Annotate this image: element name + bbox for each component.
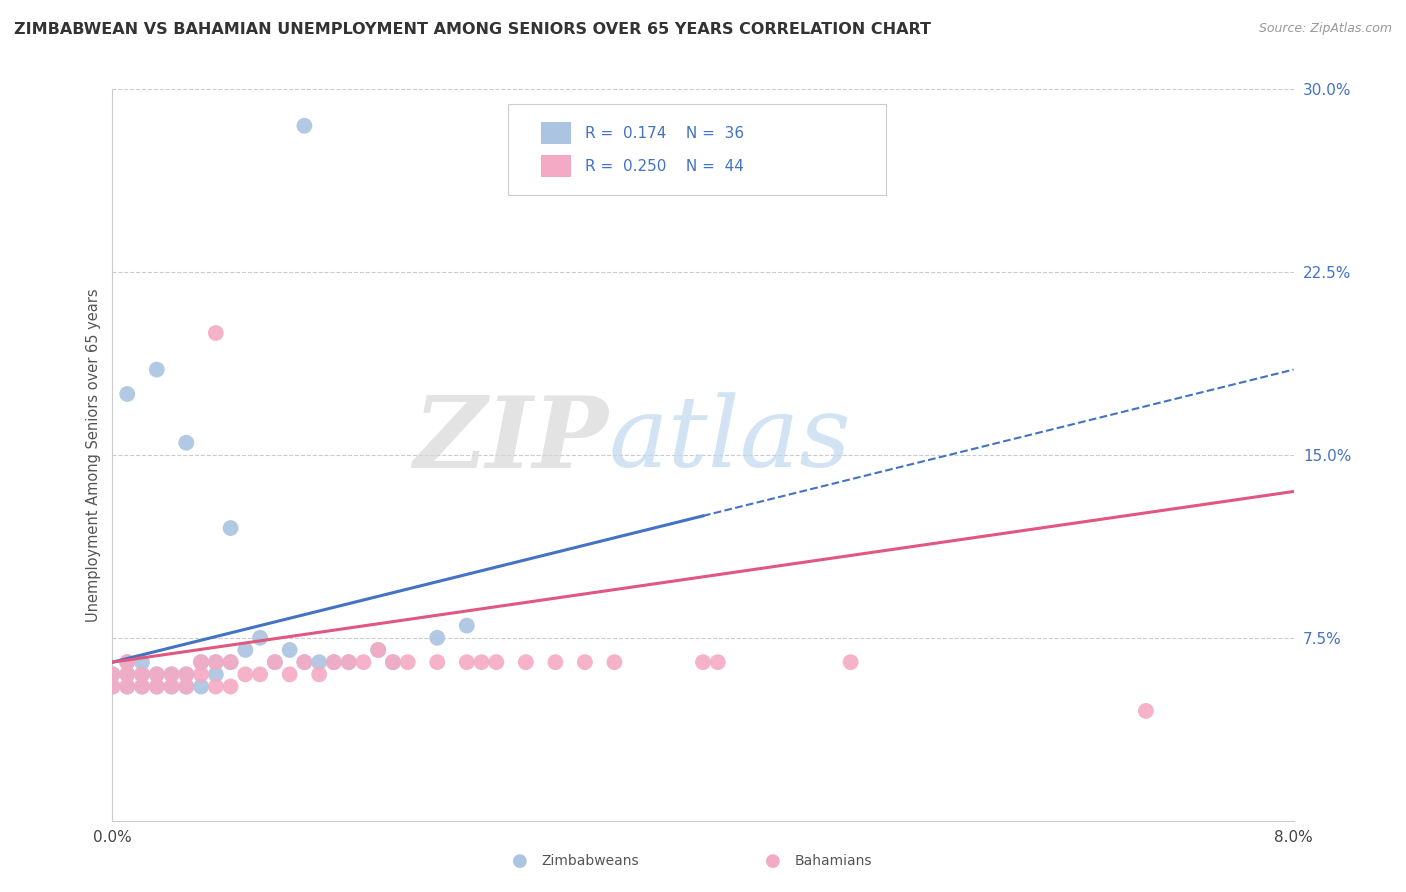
Point <box>101 667 124 681</box>
Point <box>174 667 197 681</box>
Point <box>233 667 256 681</box>
Point <box>485 655 508 669</box>
Point <box>190 680 212 694</box>
Point <box>456 655 478 669</box>
Point <box>131 680 153 694</box>
Point <box>544 655 567 669</box>
Point <box>205 326 228 340</box>
Point <box>146 667 169 681</box>
Text: ●: ● <box>512 852 529 870</box>
Point <box>292 119 315 133</box>
Point <box>233 643 256 657</box>
Point <box>292 655 315 669</box>
Point <box>131 667 153 681</box>
Text: ZIMBABWEAN VS BAHAMIAN UNEMPLOYMENT AMONG SENIORS OVER 65 YEARS CORRELATION CHAR: ZIMBABWEAN VS BAHAMIAN UNEMPLOYMENT AMON… <box>14 22 931 37</box>
Bar <box>541 155 571 177</box>
Text: R =  0.250    N =  44: R = 0.250 N = 44 <box>585 159 744 174</box>
Point <box>337 655 360 669</box>
Point <box>426 655 449 669</box>
Point <box>160 667 183 681</box>
Point <box>205 680 228 694</box>
Point <box>219 521 242 535</box>
Point <box>574 655 596 669</box>
Text: atlas: atlas <box>609 392 851 488</box>
Point <box>839 655 862 669</box>
Point <box>160 680 183 694</box>
Text: Bahamians: Bahamians <box>794 854 872 868</box>
Point <box>471 655 494 669</box>
Text: R =  0.174    N =  36: R = 0.174 N = 36 <box>585 126 744 141</box>
Point <box>131 680 153 694</box>
Point <box>174 680 197 694</box>
Point <box>308 655 330 669</box>
Point <box>205 667 228 681</box>
Point <box>117 680 138 694</box>
Point <box>146 667 169 681</box>
Point <box>174 667 197 681</box>
Text: ZIP: ZIP <box>413 392 609 489</box>
Point <box>249 631 271 645</box>
Point <box>117 667 138 681</box>
Point <box>264 655 287 669</box>
Point <box>367 643 389 657</box>
FancyBboxPatch shape <box>508 103 886 195</box>
Point <box>117 667 138 681</box>
Point <box>117 387 138 401</box>
Point <box>337 655 360 669</box>
Point <box>323 655 346 669</box>
Point <box>396 655 419 669</box>
Point <box>174 435 197 450</box>
Text: Zimbabweans: Zimbabweans <box>541 854 638 868</box>
Point <box>101 680 124 694</box>
Point <box>146 680 169 694</box>
Point <box>160 667 183 681</box>
Point <box>264 655 287 669</box>
Point <box>352 655 374 669</box>
Point <box>323 655 346 669</box>
Point <box>219 655 242 669</box>
Point <box>190 655 212 669</box>
Point <box>131 667 153 681</box>
Text: ●: ● <box>765 852 782 870</box>
Point <box>603 655 626 669</box>
Text: Source: ZipAtlas.com: Source: ZipAtlas.com <box>1258 22 1392 36</box>
Point <box>707 655 730 669</box>
Point <box>278 643 301 657</box>
Point <box>292 655 315 669</box>
Point <box>382 655 405 669</box>
Point <box>1135 704 1157 718</box>
Point <box>174 680 197 694</box>
Point <box>219 680 242 694</box>
Point <box>117 680 138 694</box>
Bar <box>541 122 571 144</box>
Point <box>131 655 153 669</box>
Point <box>426 631 449 645</box>
Point <box>190 655 212 669</box>
Point <box>456 618 478 632</box>
Point <box>692 655 714 669</box>
Point <box>382 655 405 669</box>
Point <box>190 667 212 681</box>
Point <box>146 362 169 376</box>
Point <box>308 667 330 681</box>
Point <box>101 680 124 694</box>
Point <box>160 680 183 694</box>
Point <box>101 667 124 681</box>
Point <box>146 680 169 694</box>
Point <box>515 655 537 669</box>
Point <box>117 655 138 669</box>
Point <box>205 655 228 669</box>
Point <box>278 667 301 681</box>
Point <box>367 643 389 657</box>
Point <box>117 655 138 669</box>
Y-axis label: Unemployment Among Seniors over 65 years: Unemployment Among Seniors over 65 years <box>86 288 101 622</box>
Point <box>205 655 228 669</box>
Point <box>219 655 242 669</box>
Point <box>249 667 271 681</box>
